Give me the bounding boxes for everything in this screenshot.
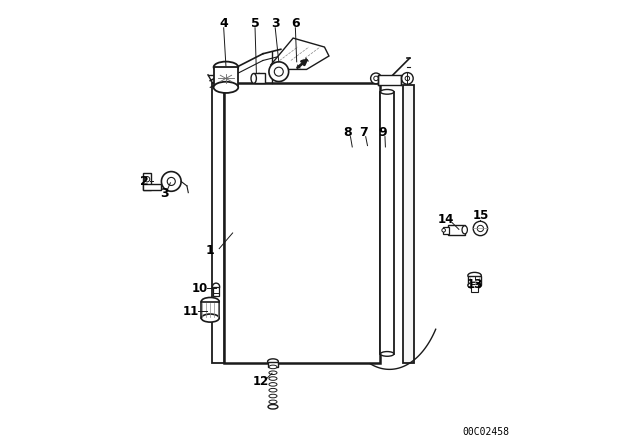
Ellipse shape xyxy=(269,383,277,386)
Text: 13: 13 xyxy=(467,278,483,291)
Ellipse shape xyxy=(380,90,394,94)
Text: 14: 14 xyxy=(438,212,454,226)
Bar xyxy=(223,83,380,363)
Ellipse shape xyxy=(380,352,394,356)
Ellipse shape xyxy=(269,371,277,375)
Bar xyxy=(201,302,219,318)
Text: 9: 9 xyxy=(378,125,387,139)
Circle shape xyxy=(401,73,413,84)
Text: 15: 15 xyxy=(472,209,488,223)
Bar xyxy=(223,83,380,363)
Bar xyxy=(212,83,223,363)
Text: 5: 5 xyxy=(251,17,259,30)
Ellipse shape xyxy=(468,272,481,279)
Circle shape xyxy=(371,73,381,84)
Ellipse shape xyxy=(214,61,238,73)
Ellipse shape xyxy=(269,388,277,392)
Circle shape xyxy=(374,76,378,81)
Circle shape xyxy=(473,221,488,236)
Text: 7: 7 xyxy=(358,125,367,139)
Text: 12: 12 xyxy=(253,375,269,388)
Bar xyxy=(468,276,481,285)
Text: 11: 11 xyxy=(183,305,199,318)
Text: 10: 10 xyxy=(192,281,208,295)
Ellipse shape xyxy=(201,314,219,322)
Text: 1: 1 xyxy=(206,244,214,258)
Ellipse shape xyxy=(269,394,277,398)
Ellipse shape xyxy=(269,377,277,380)
Polygon shape xyxy=(271,38,329,69)
Bar xyxy=(268,362,278,367)
Circle shape xyxy=(167,177,175,185)
Ellipse shape xyxy=(269,365,277,369)
Circle shape xyxy=(145,177,150,182)
Ellipse shape xyxy=(468,282,481,289)
Bar xyxy=(380,92,394,354)
Text: 2: 2 xyxy=(140,175,148,188)
Bar xyxy=(213,287,219,296)
Ellipse shape xyxy=(201,297,219,306)
Ellipse shape xyxy=(268,405,278,409)
Bar xyxy=(214,67,238,87)
Ellipse shape xyxy=(214,82,238,93)
Bar xyxy=(143,184,161,190)
Ellipse shape xyxy=(268,359,278,364)
Text: 6: 6 xyxy=(291,17,300,30)
Circle shape xyxy=(442,228,445,232)
Circle shape xyxy=(161,172,181,191)
Bar xyxy=(378,75,401,85)
Bar xyxy=(443,227,449,234)
Text: 4: 4 xyxy=(220,17,228,30)
Bar xyxy=(143,173,151,190)
Text: 3: 3 xyxy=(271,17,280,30)
Circle shape xyxy=(275,67,284,76)
Text: 00C02458: 00C02458 xyxy=(462,427,509,437)
Circle shape xyxy=(477,225,484,232)
Ellipse shape xyxy=(269,400,277,404)
Bar xyxy=(471,284,478,292)
Text: 3: 3 xyxy=(160,187,168,201)
Bar xyxy=(253,73,265,83)
Ellipse shape xyxy=(462,226,467,234)
Ellipse shape xyxy=(251,73,257,83)
Circle shape xyxy=(212,283,220,290)
Text: 8: 8 xyxy=(344,125,352,139)
Ellipse shape xyxy=(257,73,262,83)
Circle shape xyxy=(269,62,289,82)
Bar xyxy=(403,85,414,363)
Bar xyxy=(448,225,465,235)
Circle shape xyxy=(405,76,410,81)
